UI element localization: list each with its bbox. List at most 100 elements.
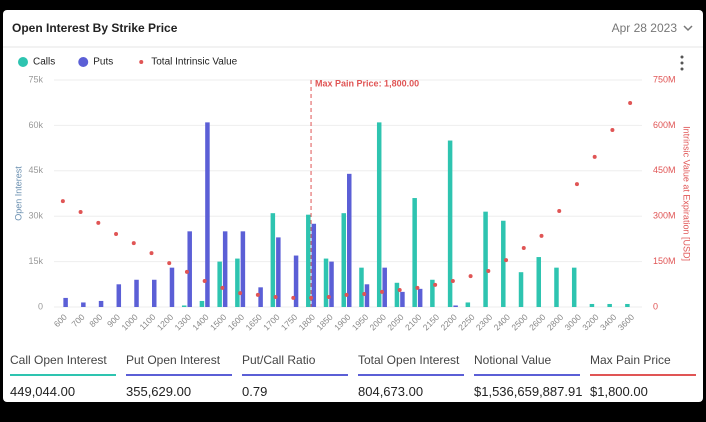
point xyxy=(291,295,296,300)
x-tick-label: 800 xyxy=(87,312,104,329)
bar xyxy=(417,288,423,307)
point xyxy=(131,241,136,246)
stat-label: Notional Value xyxy=(474,350,580,376)
x-tick-label: 2800 xyxy=(545,312,566,333)
y-axis-label: Open Interest xyxy=(13,166,23,221)
point xyxy=(273,295,278,300)
bar xyxy=(98,300,104,307)
bar xyxy=(376,122,382,307)
stat-value: 355,629.00 xyxy=(126,384,192,399)
point xyxy=(255,292,260,297)
x-tick-label: 3200 xyxy=(580,312,601,333)
bar xyxy=(276,237,281,307)
point xyxy=(184,269,189,274)
stat-label: Total Open Interest xyxy=(358,350,464,376)
menu-icon[interactable] xyxy=(680,55,684,71)
point xyxy=(202,278,207,283)
legend-marker xyxy=(78,57,89,67)
point xyxy=(397,288,402,293)
stat: Notional Value $1,536,659,887.91 xyxy=(474,350,583,399)
point xyxy=(78,209,83,214)
bar xyxy=(240,231,246,307)
stat-value: $1,536,659,887.91 xyxy=(474,384,583,399)
x-tick-label: 2150 xyxy=(421,312,442,333)
date-select[interactable]: Apr 28 2023 xyxy=(612,21,678,35)
legend-label: Calls xyxy=(33,57,55,68)
x-tick-label: 1300 xyxy=(173,312,194,333)
bar xyxy=(235,258,240,307)
x-tick-label: 2300 xyxy=(474,312,495,333)
stat: Max Pain Price $1,800.00 xyxy=(590,350,696,399)
bar xyxy=(152,279,157,307)
x-tick-label: 3400 xyxy=(598,312,619,333)
bar xyxy=(625,303,630,307)
bar xyxy=(536,257,541,307)
y2-tick-label: 750M xyxy=(653,74,676,84)
stat-label: Put/Call Ratio xyxy=(242,350,348,376)
x-tick-label: 1900 xyxy=(332,312,353,333)
x-tick-label: 1950 xyxy=(350,312,371,333)
y2-tick-label: 150M xyxy=(653,256,676,266)
point xyxy=(238,291,243,296)
bar xyxy=(607,303,612,307)
x-tick-label: 2100 xyxy=(403,312,424,333)
max-pain-label: Max Pain Price: 1,800.00 xyxy=(315,78,419,88)
bar xyxy=(270,213,276,307)
y2-tick-label: 300M xyxy=(653,211,676,221)
stat-value: 804,673.00 xyxy=(358,384,424,399)
x-tick-label: 2000 xyxy=(368,312,389,333)
y-tick-label: 45k xyxy=(28,165,43,175)
x-tick-label: 3600 xyxy=(616,312,637,333)
dropdown-icon[interactable] xyxy=(683,25,693,32)
x-tick-label: 1700 xyxy=(261,312,282,333)
bar xyxy=(306,214,311,307)
point xyxy=(610,127,615,132)
legend-label: Puts xyxy=(93,57,113,68)
y2-axis-label: Intrinsic Value at Expiration [USD] xyxy=(682,126,692,261)
x-tick-label: 3000 xyxy=(563,312,584,333)
x-tick-label: 2600 xyxy=(527,312,548,333)
x-tick-label: 1600 xyxy=(226,312,247,333)
point xyxy=(592,154,597,159)
stat-label: Put Open Interest xyxy=(126,350,232,376)
bar xyxy=(81,302,86,307)
x-tick-label: 1000 xyxy=(119,312,140,333)
legend-label: Total Intrinsic Value xyxy=(151,57,237,68)
bar xyxy=(293,255,299,307)
point xyxy=(504,258,509,263)
bar xyxy=(483,211,488,307)
bar xyxy=(518,272,524,307)
point xyxy=(167,261,172,266)
x-tick-label: 2200 xyxy=(438,312,459,333)
stat-label: Max Pain Price xyxy=(590,350,696,376)
bar xyxy=(465,302,471,307)
bar xyxy=(382,267,387,307)
bar xyxy=(571,267,577,307)
bar xyxy=(589,303,595,307)
x-tick-label: 1200 xyxy=(155,312,176,333)
bar xyxy=(217,261,222,307)
stat: Put Open Interest 355,629.00 xyxy=(126,350,232,399)
point xyxy=(433,282,438,287)
stat-label: Call Open Interest xyxy=(10,350,116,376)
bar xyxy=(116,284,122,307)
point xyxy=(557,209,562,214)
y-tick-label: 30k xyxy=(28,211,43,221)
legend-marker xyxy=(139,60,144,64)
x-tick-label: 1100 xyxy=(138,312,158,332)
point xyxy=(574,182,579,187)
bar xyxy=(453,305,458,307)
bar xyxy=(222,231,228,307)
point xyxy=(96,220,101,225)
stat-value: 0.79 xyxy=(242,384,268,399)
bar xyxy=(554,267,559,307)
y-tick-label: 0 xyxy=(38,301,43,311)
y2-tick-label: 600M xyxy=(653,120,676,130)
point xyxy=(450,278,455,283)
point xyxy=(468,274,473,279)
point xyxy=(415,285,420,290)
bar xyxy=(63,297,68,307)
bar xyxy=(359,267,364,307)
chart: Open Interest By Strike Price Apr 28 202… xyxy=(3,21,703,333)
